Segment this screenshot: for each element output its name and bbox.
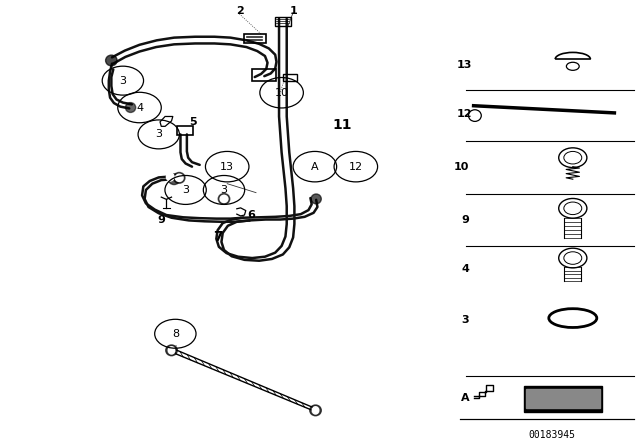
Text: 6: 6 xyxy=(247,210,255,220)
Text: 13: 13 xyxy=(220,162,234,172)
Text: 13: 13 xyxy=(457,60,472,70)
Ellipse shape xyxy=(168,347,175,354)
Ellipse shape xyxy=(175,174,183,181)
Ellipse shape xyxy=(106,55,117,66)
Text: 3: 3 xyxy=(182,185,189,195)
Text: 12: 12 xyxy=(349,162,363,172)
Ellipse shape xyxy=(168,174,180,185)
Ellipse shape xyxy=(312,407,319,414)
Text: 00183945: 00183945 xyxy=(528,431,575,440)
Text: 4: 4 xyxy=(136,103,143,112)
Text: 9: 9 xyxy=(461,215,469,224)
Text: 2: 2 xyxy=(236,6,244,16)
Text: 3: 3 xyxy=(120,76,126,86)
Ellipse shape xyxy=(125,103,136,112)
Text: 3: 3 xyxy=(461,315,469,325)
Ellipse shape xyxy=(310,405,321,416)
Ellipse shape xyxy=(173,172,185,183)
Text: A: A xyxy=(461,393,469,403)
Text: 7: 7 xyxy=(212,230,223,245)
Text: 4: 4 xyxy=(461,264,469,274)
Text: 1: 1 xyxy=(289,6,297,16)
Text: 3: 3 xyxy=(221,185,227,195)
Text: 11: 11 xyxy=(333,118,352,133)
Text: A: A xyxy=(311,162,319,172)
Text: 3: 3 xyxy=(156,129,162,139)
Text: 10: 10 xyxy=(275,88,289,98)
Text: 5: 5 xyxy=(189,117,197,127)
Ellipse shape xyxy=(220,195,228,202)
Text: 8: 8 xyxy=(172,329,179,339)
Ellipse shape xyxy=(311,194,321,204)
Text: 10: 10 xyxy=(454,162,469,172)
Text: 12: 12 xyxy=(457,109,472,119)
Ellipse shape xyxy=(166,345,177,356)
FancyBboxPatch shape xyxy=(526,389,600,408)
Ellipse shape xyxy=(218,194,230,204)
Ellipse shape xyxy=(166,173,174,181)
Text: 9: 9 xyxy=(157,215,165,225)
FancyBboxPatch shape xyxy=(524,386,602,412)
